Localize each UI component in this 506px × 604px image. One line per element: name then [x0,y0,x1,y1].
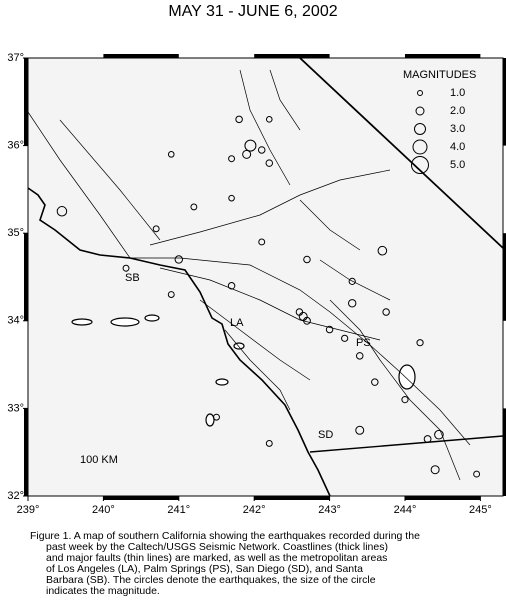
legend-label: 3.0 [450,123,465,135]
earthquake [303,255,311,264]
earthquake [227,282,236,290]
frame-bar [103,54,179,58]
earthquake [348,299,357,308]
earthquake [244,139,257,152]
caption-line: of Los Angeles (LA), Palm Springs (PS), … [46,563,363,575]
frame-bar [254,54,330,58]
frame-bar [24,233,28,321]
place-label: PS [356,337,371,349]
coastline [27,57,504,497]
legend-title: MAGNITUDES [403,69,476,81]
earthquake [416,339,424,347]
frame-bar [503,233,506,321]
x-tick-label: 244° [394,504,417,516]
legend-circle [411,156,429,174]
earthquake [258,238,266,246]
legend-label: 4.0 [450,141,465,153]
earthquake [228,155,236,163]
earthquake [167,151,175,158]
earthquake [401,396,409,404]
caption-line: and major faults (thin lines) are marked… [46,552,387,564]
legend-circle [412,139,428,155]
earthquake [235,115,243,124]
caption-line: past week by the Caltech/USGS Seismic Ne… [46,541,388,553]
frame-bar [24,58,28,146]
earthquake [228,194,235,202]
place-label: SD [318,429,333,441]
y-tick-label: 33° [7,402,24,414]
legend-label: 1.0 [450,87,465,99]
earthquake [265,116,273,123]
frame-bar [503,58,506,146]
earthquake [377,245,388,256]
legend-label: 2.0 [450,105,465,117]
x-tick-label: 242° [243,504,266,516]
x-tick-label: 243° [318,504,341,516]
earthquake [257,146,266,154]
earthquake [303,316,311,325]
earthquake [341,334,349,342]
x-tick-label: 245° [469,504,492,516]
frame-bar [254,496,330,500]
earthquake [122,264,130,272]
legend-circle [417,90,423,96]
x-tick-label: 239° [17,504,40,516]
earthquake [213,413,220,421]
earthquake [371,378,379,386]
legend-circle [415,106,425,116]
caption-line: indicates the magnitude. [46,585,160,597]
x-tick-label: 241° [167,504,190,516]
earthquake [265,439,273,447]
frame-bar [103,496,179,500]
y-tick-label: 36° [7,140,24,152]
scale-label: 100 KM [80,454,118,466]
y-tick-label: 32° [7,490,24,502]
earthquake [473,470,481,478]
earthquake [265,159,274,167]
y-tick-label: 34° [7,315,24,327]
frame-bar [404,496,481,500]
earthquake [167,291,175,298]
legend-circle [414,123,426,135]
map-area [27,57,504,497]
x-tick-label: 240° [92,504,115,516]
place-label: LA [230,317,244,329]
frame-bar [404,54,481,58]
caption-line: Figure 1. A map of southern California s… [30,530,420,542]
y-tick-label: 37° [7,52,24,64]
frame-bar [503,408,506,496]
earthquake [423,435,432,443]
earthquake [56,206,68,217]
legend-label: 5.0 [450,159,465,171]
earthquake [325,325,334,334]
frame-bar [24,408,28,496]
place-label: SB [125,272,140,284]
earthquake [190,203,198,211]
earthquake [355,425,365,435]
y-tick-label: 35° [7,227,24,239]
title: MAY 31 - JUNE 6, 2002 [168,3,337,20]
earthquake [355,352,364,360]
earthquake [152,225,160,233]
earthquake [242,149,252,159]
faults [27,69,471,481]
earthquake [348,277,356,285]
earthquake [430,465,440,475]
earthquake [174,255,183,264]
caption-line: Barbara (SB). The circles denote the ear… [46,574,376,586]
earthquake [434,429,444,440]
earthquake [382,308,390,316]
